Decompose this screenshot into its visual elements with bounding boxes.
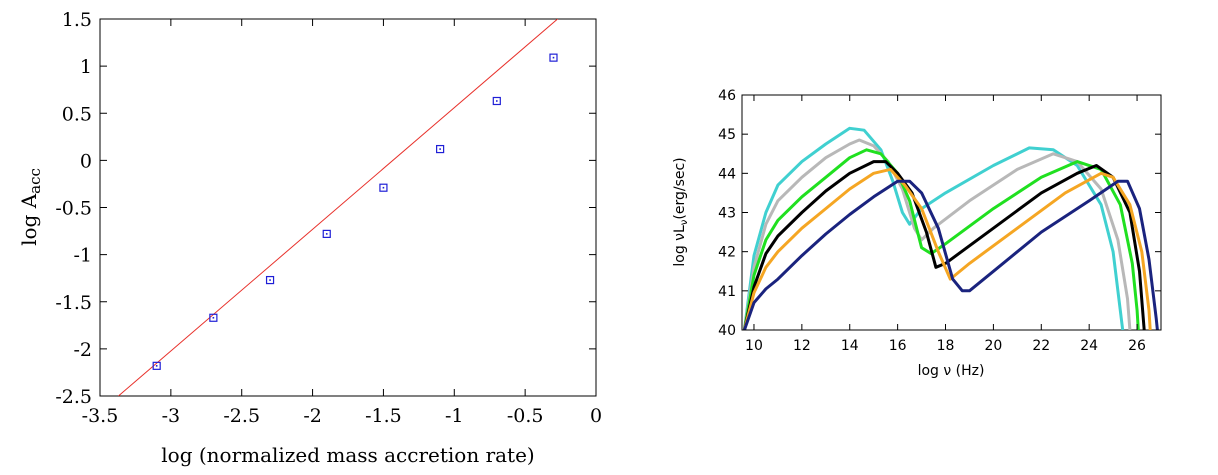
chart1-data-point-dot bbox=[382, 186, 385, 189]
chart2-frame bbox=[741, 94, 1162, 331]
chart1-x-tick-label: 0 bbox=[590, 405, 602, 427]
chart1-y-tick-label: -2 bbox=[73, 339, 92, 361]
chart2-x-tick-label: 26 bbox=[1128, 338, 1146, 354]
chart2-y-axis-label: log νLν(erg/sec) bbox=[672, 157, 690, 266]
chart1-data-point-dot bbox=[212, 316, 215, 319]
chart2-series-line-5 bbox=[742, 167, 1152, 330]
chart1-data-point bbox=[265, 275, 275, 285]
chart2-x-tick-label: 20 bbox=[984, 338, 1002, 354]
chart1-y-tick-label: 1.5 bbox=[62, 9, 92, 31]
chart1-y-tick-label: 1 bbox=[80, 56, 92, 78]
chart1-y-tick-label: -2.5 bbox=[55, 386, 92, 408]
chart2-x-axis-label: log ν (Hz) bbox=[918, 363, 985, 379]
chart1-y-tick-label: 0.5 bbox=[62, 103, 92, 125]
chart1-x-tick-label: -3.5 bbox=[82, 405, 119, 427]
chart1-x-tick-label: -0.5 bbox=[507, 405, 544, 427]
chart1-y-tick-label: -0.5 bbox=[55, 198, 92, 220]
chart1-points bbox=[152, 53, 558, 370]
chart1-data-point bbox=[549, 53, 558, 62]
chart1-data-point bbox=[152, 361, 161, 370]
chart2-x-tick-label: 12 bbox=[793, 338, 811, 354]
chart1-fit-line bbox=[118, 19, 559, 396]
chart1-x-tick-label: -2.5 bbox=[223, 405, 260, 427]
chart1-fit-line-group bbox=[118, 19, 559, 396]
chart2-x-tick-label: 10 bbox=[745, 338, 763, 354]
chart2-x-tick-label: 14 bbox=[841, 338, 859, 354]
accretion-scatter-chart: -3.5 -3 -2.5 -2 -1.5 -1 -0.5 0 -2.5 -2 -1.5 -1 -0.5 0… bbox=[17, 9, 602, 467]
sed-line-chart: 10 12 14 16 18 20 22 24 26 40 41 42 43 44 45 46 log ν (… bbox=[672, 88, 1162, 379]
chart1-data-point-dot bbox=[269, 279, 271, 281]
chart1-x-tick-label: -3 bbox=[162, 405, 181, 427]
chart2-series-line-1 bbox=[742, 126, 1125, 330]
chart1-data-point bbox=[322, 229, 331, 238]
chart1-y-tick-label: -1 bbox=[73, 245, 92, 267]
chart2-x-tick-label: 22 bbox=[1032, 338, 1050, 354]
chart2-y-tick-label: 41 bbox=[718, 284, 736, 300]
chart2-y-tick-label: 46 bbox=[718, 88, 736, 104]
chart2-x-tick-label: 16 bbox=[889, 338, 907, 354]
chart2-y-tick-label: 42 bbox=[718, 245, 736, 261]
chart1-data-point bbox=[492, 96, 501, 106]
chart1-x-tick-label: -1.5 bbox=[365, 405, 402, 427]
chart1-data-point bbox=[436, 144, 445, 154]
chart1-data-point bbox=[379, 183, 388, 192]
chart2-x-tick-label: 18 bbox=[937, 338, 955, 354]
chart2-y-tick-label: 40 bbox=[718, 323, 736, 339]
chart1-x-axis-label: log (normalized mass accretion rate) bbox=[161, 443, 534, 467]
chart2-y-tick-label: 45 bbox=[718, 127, 736, 143]
chart2-series-line-6 bbox=[742, 179, 1159, 330]
chart1-data-point-dot bbox=[155, 365, 158, 367]
chart1-data-point-dot bbox=[552, 56, 555, 59]
chart1-data-point-dot bbox=[496, 100, 498, 102]
chart2-series bbox=[742, 126, 1159, 330]
chart1-data-point-dot bbox=[439, 148, 441, 150]
chart1-ticks: -3.5 -3 -2.5 -2 -1.5 -1 -0.5 0 -2.5 -2 -1.5 -1 -0.5 0… bbox=[55, 9, 602, 427]
chart1-y-tick-label: -1.5 bbox=[55, 292, 92, 314]
chart2-x-tick-label: 24 bbox=[1080, 338, 1098, 354]
chart1-data-point bbox=[209, 313, 218, 322]
chart2-series-line-2 bbox=[742, 138, 1132, 330]
chart1-data-point-dot bbox=[325, 233, 328, 235]
chart2-y-tick-label: 43 bbox=[718, 206, 736, 222]
chart1-x-tick-label: -1 bbox=[445, 405, 464, 427]
chart1-x-tick-label: -2 bbox=[303, 405, 322, 427]
chart2-y-tick-label: 44 bbox=[718, 166, 736, 182]
chart1-y-tick-label: 0 bbox=[80, 150, 92, 172]
chart2-ticks: 10 12 14 16 18 20 22 24 26 40 41 42 43 44 45 46 bbox=[718, 88, 1161, 354]
chart2-series-line-4 bbox=[742, 160, 1146, 330]
chart1-frame bbox=[99, 18, 597, 397]
chart1-y-axis-label: log Aacc bbox=[17, 168, 44, 246]
